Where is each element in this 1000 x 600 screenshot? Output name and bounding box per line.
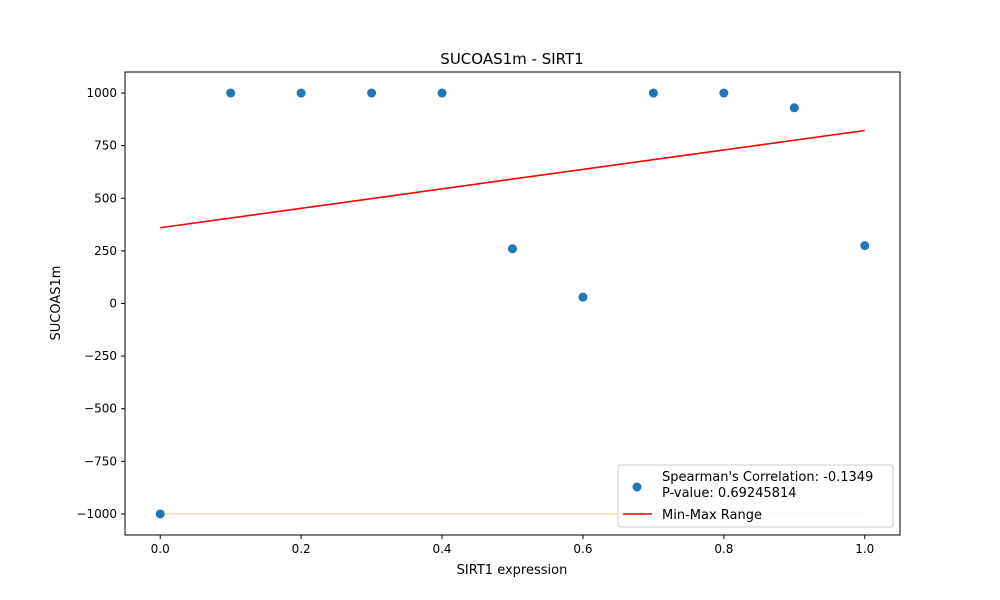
y-tick-label: 500 (94, 191, 117, 205)
scatter-point (296, 88, 306, 98)
legend-label: P-value: 0.69245814 (662, 486, 797, 501)
x-tick-label: 1.0 (855, 542, 874, 556)
x-axis-label: SIRT1 expression (457, 563, 568, 578)
y-tick-label: −500 (84, 402, 117, 416)
legend-box (617, 464, 894, 528)
x-tick-label: 0.8 (714, 542, 733, 556)
scatter-point (437, 88, 447, 98)
y-axis-label: SUCOAS1m (49, 266, 64, 341)
scatter-point (860, 241, 870, 251)
legend-label: Min-Max Range (662, 508, 762, 523)
y-tick-label: 0 (109, 297, 117, 311)
scatter-point (155, 509, 165, 519)
y-tick-label: −250 (84, 349, 117, 363)
y-tick-label: 250 (94, 244, 117, 258)
scatter-point (648, 88, 658, 98)
scatter-point (578, 292, 588, 302)
legend-label: Spearman's Correlation: -0.1349 (662, 470, 873, 485)
scatter-point (226, 88, 236, 98)
scatter-point (789, 103, 799, 113)
chart-title: SUCOAS1m - SIRT1 (440, 50, 583, 68)
scatter-point (508, 244, 517, 254)
y-tick-label: −1000 (76, 507, 117, 521)
x-tick-label: 0.2 (292, 542, 311, 556)
trend-line (160, 129, 865, 229)
y-tick-label: 1000 (86, 86, 117, 100)
legend: Spearman's Correlation: -0.1349P-value: … (617, 464, 894, 528)
x-tick-label: 0.0 (151, 542, 170, 556)
legend-marker-scatter (632, 482, 642, 492)
x-tick-label: 0.4 (432, 542, 451, 556)
x-tick-label: 0.6 (573, 542, 592, 556)
y-tick-label: 750 (94, 139, 117, 153)
plot-area: 0.0 0.2 0.4 0.6 0.8 1.0 1000 750 500 250 0 −250 −500… (76, 71, 901, 556)
scatter-point (719, 88, 729, 98)
y-tick-label: −750 (84, 454, 117, 468)
scatter-point (367, 88, 377, 98)
